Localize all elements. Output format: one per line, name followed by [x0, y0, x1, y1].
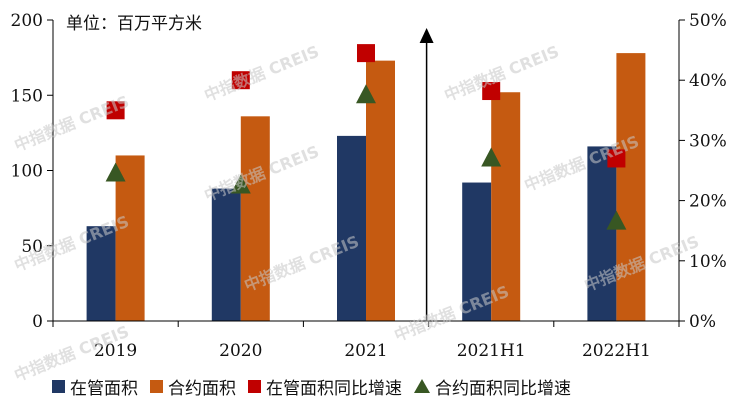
bar-contract-area: [115, 155, 145, 321]
marker-managed-growth: [231, 71, 250, 90]
category-label: 2021: [344, 341, 387, 361]
bar-managed-area: [86, 226, 116, 321]
separator-arrow-icon: [419, 28, 434, 43]
marker-managed-growth: [357, 44, 375, 63]
bar-managed-area: [587, 146, 617, 321]
marker-contract-growth: [230, 174, 251, 194]
legend-swatch-managed-area: [52, 379, 65, 393]
legend-item-managed-growth: 在管面积同比增速: [248, 374, 402, 399]
legend-label-contract-growth: 合约面积同比增速: [435, 378, 571, 399]
right-axis-tick-label: 30%: [689, 131, 727, 151]
left-axis-tick-label: 100: [11, 162, 43, 182]
bar-contract-area: [616, 53, 646, 322]
left-axis-tick-label: 200: [11, 11, 43, 31]
bar-contract-area: [491, 92, 521, 322]
legend-swatch-managed-growth: [248, 379, 261, 393]
bar-managed-area: [337, 135, 366, 321]
bar-managed-area: [211, 188, 241, 321]
bar-contract-area: [240, 116, 270, 321]
category-label: 2021H1: [457, 341, 526, 361]
left-axis-tick-label: 150: [11, 86, 43, 106]
marker-contract-growth: [105, 162, 126, 182]
legend: 在管面积 合约面积 在管面积同比增速 合约面积同比增速: [52, 374, 583, 399]
marker-contract-growth: [606, 210, 627, 230]
marker-managed-growth: [482, 82, 501, 101]
bar-contract-area: [366, 60, 395, 321]
legend-item-contract-area: 合约面积: [150, 374, 236, 399]
marker-managed-growth: [106, 101, 125, 120]
right-axis-tick-label: 0%: [689, 312, 716, 332]
category-label: 2019: [94, 341, 137, 361]
marker-contract-growth: [481, 147, 502, 167]
unit-label: 单位：百万平方米: [66, 14, 202, 34]
legend-item-managed-area: 在管面积: [52, 374, 138, 399]
legend-label-managed-area: 在管面积: [70, 378, 138, 399]
legend-label-contract-area: 合约面积: [168, 378, 236, 399]
legend-label-managed-growth: 在管面积同比增速: [266, 378, 402, 399]
right-axis-tick-label: 50%: [689, 11, 727, 31]
marker-contract-growth: [356, 84, 376, 104]
marker-managed-growth: [607, 149, 626, 168]
left-axis-tick-label: 0: [32, 312, 43, 332]
legend-item-contract-growth: 合约面积同比增速: [414, 374, 571, 399]
legend-swatch-contract-area: [150, 379, 163, 393]
right-axis-tick-label: 10%: [689, 252, 727, 272]
category-label: 2022H1: [582, 341, 651, 361]
right-axis-tick-label: 20%: [689, 192, 727, 212]
category-label: 2020: [219, 341, 262, 361]
left-axis-tick-label: 50: [21, 237, 43, 257]
legend-triangle-icon: [414, 379, 430, 393]
right-axis-tick-label: 40%: [689, 71, 727, 91]
bar-managed-area: [462, 182, 492, 321]
